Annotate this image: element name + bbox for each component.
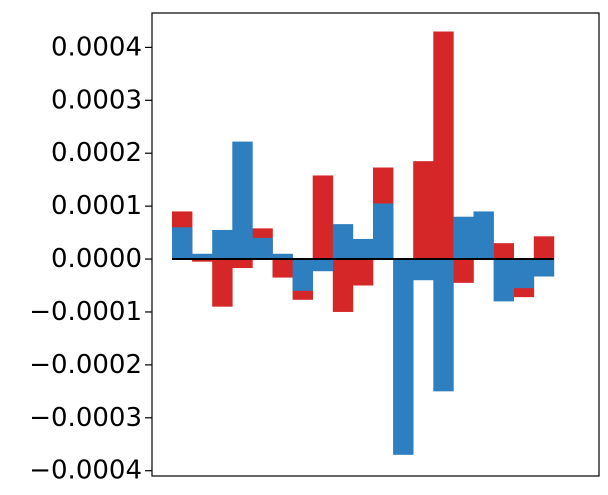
y-tick-label: −0.0002 (29, 350, 142, 380)
y-tick-label: 0.0004 (51, 32, 142, 62)
bar-series-2-18 (513, 259, 535, 289)
y-tick-label: −0.0003 (29, 403, 142, 433)
bar-series-1-4 (232, 259, 253, 269)
bar-series-2-5 (252, 237, 273, 260)
bar-series-1-19 (533, 236, 555, 260)
bar-series-2-1 (172, 227, 193, 260)
bars-layer (172, 31, 555, 455)
bar-series-2-11 (373, 203, 394, 260)
bar-series-2-19 (533, 259, 555, 277)
bar-series-1-2 (192, 259, 213, 262)
bar-series-2-17 (493, 259, 514, 302)
y-tick-label: −0.0001 (29, 297, 142, 327)
y-tick-label: 0.0003 (51, 85, 142, 115)
bar-series-2-4 (232, 141, 253, 260)
bar-series-2-10 (352, 238, 374, 260)
bar-series-1-9 (332, 259, 354, 312)
bar-series-1-13 (413, 161, 434, 260)
bar-series-2-15 (453, 216, 474, 260)
bar-series-2-13 (413, 259, 434, 281)
bar-series-2-14 (433, 259, 454, 392)
bar-series-2-9 (332, 224, 354, 260)
bar-series-1-3 (212, 259, 233, 307)
bar-series-1-14 (433, 31, 454, 260)
y-tick-label: 0.0000 (51, 244, 142, 274)
bar-series-2-6 (272, 253, 293, 260)
bar-series-2-16 (473, 211, 494, 260)
bar-series-2-7 (292, 259, 313, 291)
y-axis: 0.0004 0.0003 0.0002 0.0001 0.0000 −0.0001 −0.… (29, 32, 152, 486)
bar-series-1-6 (272, 259, 293, 278)
bar-series-2-2 (192, 253, 213, 260)
bar-series-2-12 (393, 259, 414, 455)
bar-series-1-15 (453, 259, 474, 283)
bar-series-1-8 (312, 175, 334, 260)
y-tick-label: 0.0002 (51, 138, 142, 168)
y-tick-label: 0.0001 (51, 191, 142, 221)
y-tick-label: −0.0004 (29, 456, 142, 486)
bar-series-1-17 (493, 243, 514, 260)
plot-frame (151, 12, 600, 477)
bar-series-2-3 (212, 229, 233, 260)
bar-series-2-8 (312, 259, 334, 272)
bar-series-1-10 (352, 259, 374, 286)
